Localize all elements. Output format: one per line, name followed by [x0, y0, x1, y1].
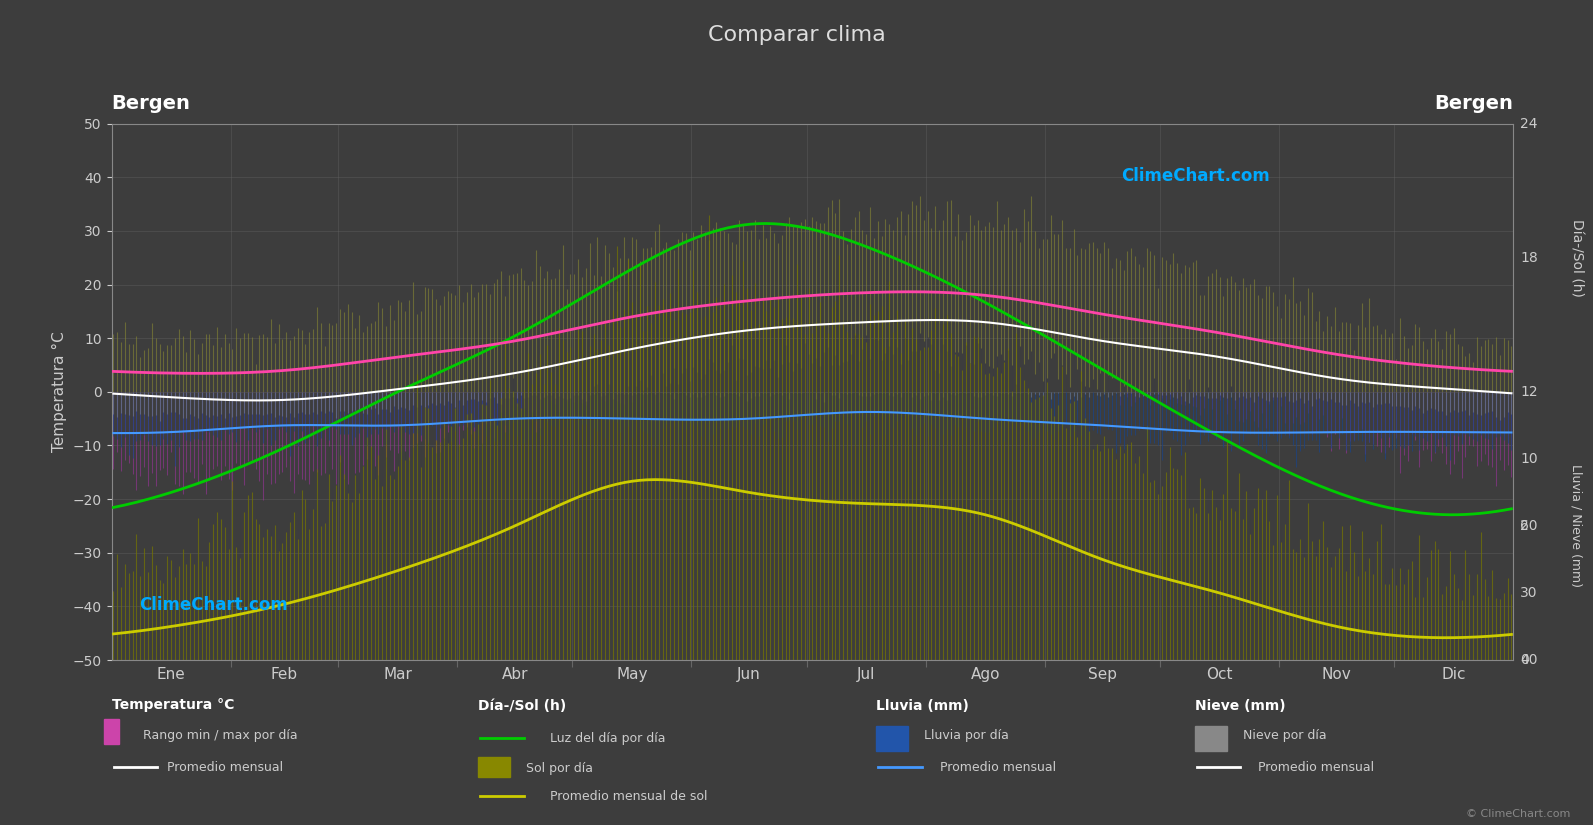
Text: Nieve (mm): Nieve (mm) [1195, 699, 1286, 713]
Text: 24: 24 [1520, 117, 1537, 130]
Text: Lluvia / Nieve (mm): Lluvia / Nieve (mm) [1569, 464, 1582, 587]
Text: Promedio mensual: Promedio mensual [1258, 761, 1375, 774]
Text: Lluvia (mm): Lluvia (mm) [876, 699, 969, 713]
Text: © ClimeChart.com: © ClimeChart.com [1466, 808, 1571, 818]
Text: ClimeChart.com: ClimeChart.com [140, 596, 288, 614]
Text: Día-/Sol (h): Día-/Sol (h) [478, 699, 566, 713]
Text: Promedio mensual: Promedio mensual [940, 761, 1056, 774]
Text: 18: 18 [1520, 251, 1539, 265]
Text: 10: 10 [1520, 452, 1537, 466]
Text: Bergen: Bergen [1434, 94, 1513, 113]
Text: 0: 0 [1520, 653, 1529, 667]
Text: Nieve por día: Nieve por día [1243, 729, 1325, 742]
Text: ClimeChart.com: ClimeChart.com [1121, 167, 1270, 185]
Text: Bergen: Bergen [112, 94, 191, 113]
Text: Rango min / max por día: Rango min / max por día [143, 729, 298, 742]
Text: Luz del día por día: Luz del día por día [550, 732, 666, 745]
Text: 40: 40 [1520, 653, 1537, 667]
Text: Comparar clima: Comparar clima [707, 25, 886, 45]
Text: Día-/Sol (h): Día-/Sol (h) [1569, 219, 1583, 297]
Text: 12: 12 [1520, 385, 1537, 398]
Text: 6: 6 [1520, 519, 1529, 533]
Text: Temperatura °C: Temperatura °C [112, 699, 234, 713]
Text: 20: 20 [1520, 519, 1537, 533]
Text: Promedio mensual: Promedio mensual [167, 761, 284, 774]
Y-axis label: Temperatura °C: Temperatura °C [53, 332, 67, 452]
Text: Sol por día: Sol por día [526, 762, 593, 776]
Text: Lluvia por día: Lluvia por día [924, 729, 1008, 742]
Text: Promedio mensual de sol: Promedio mensual de sol [550, 790, 707, 803]
Text: 30: 30 [1520, 586, 1537, 600]
